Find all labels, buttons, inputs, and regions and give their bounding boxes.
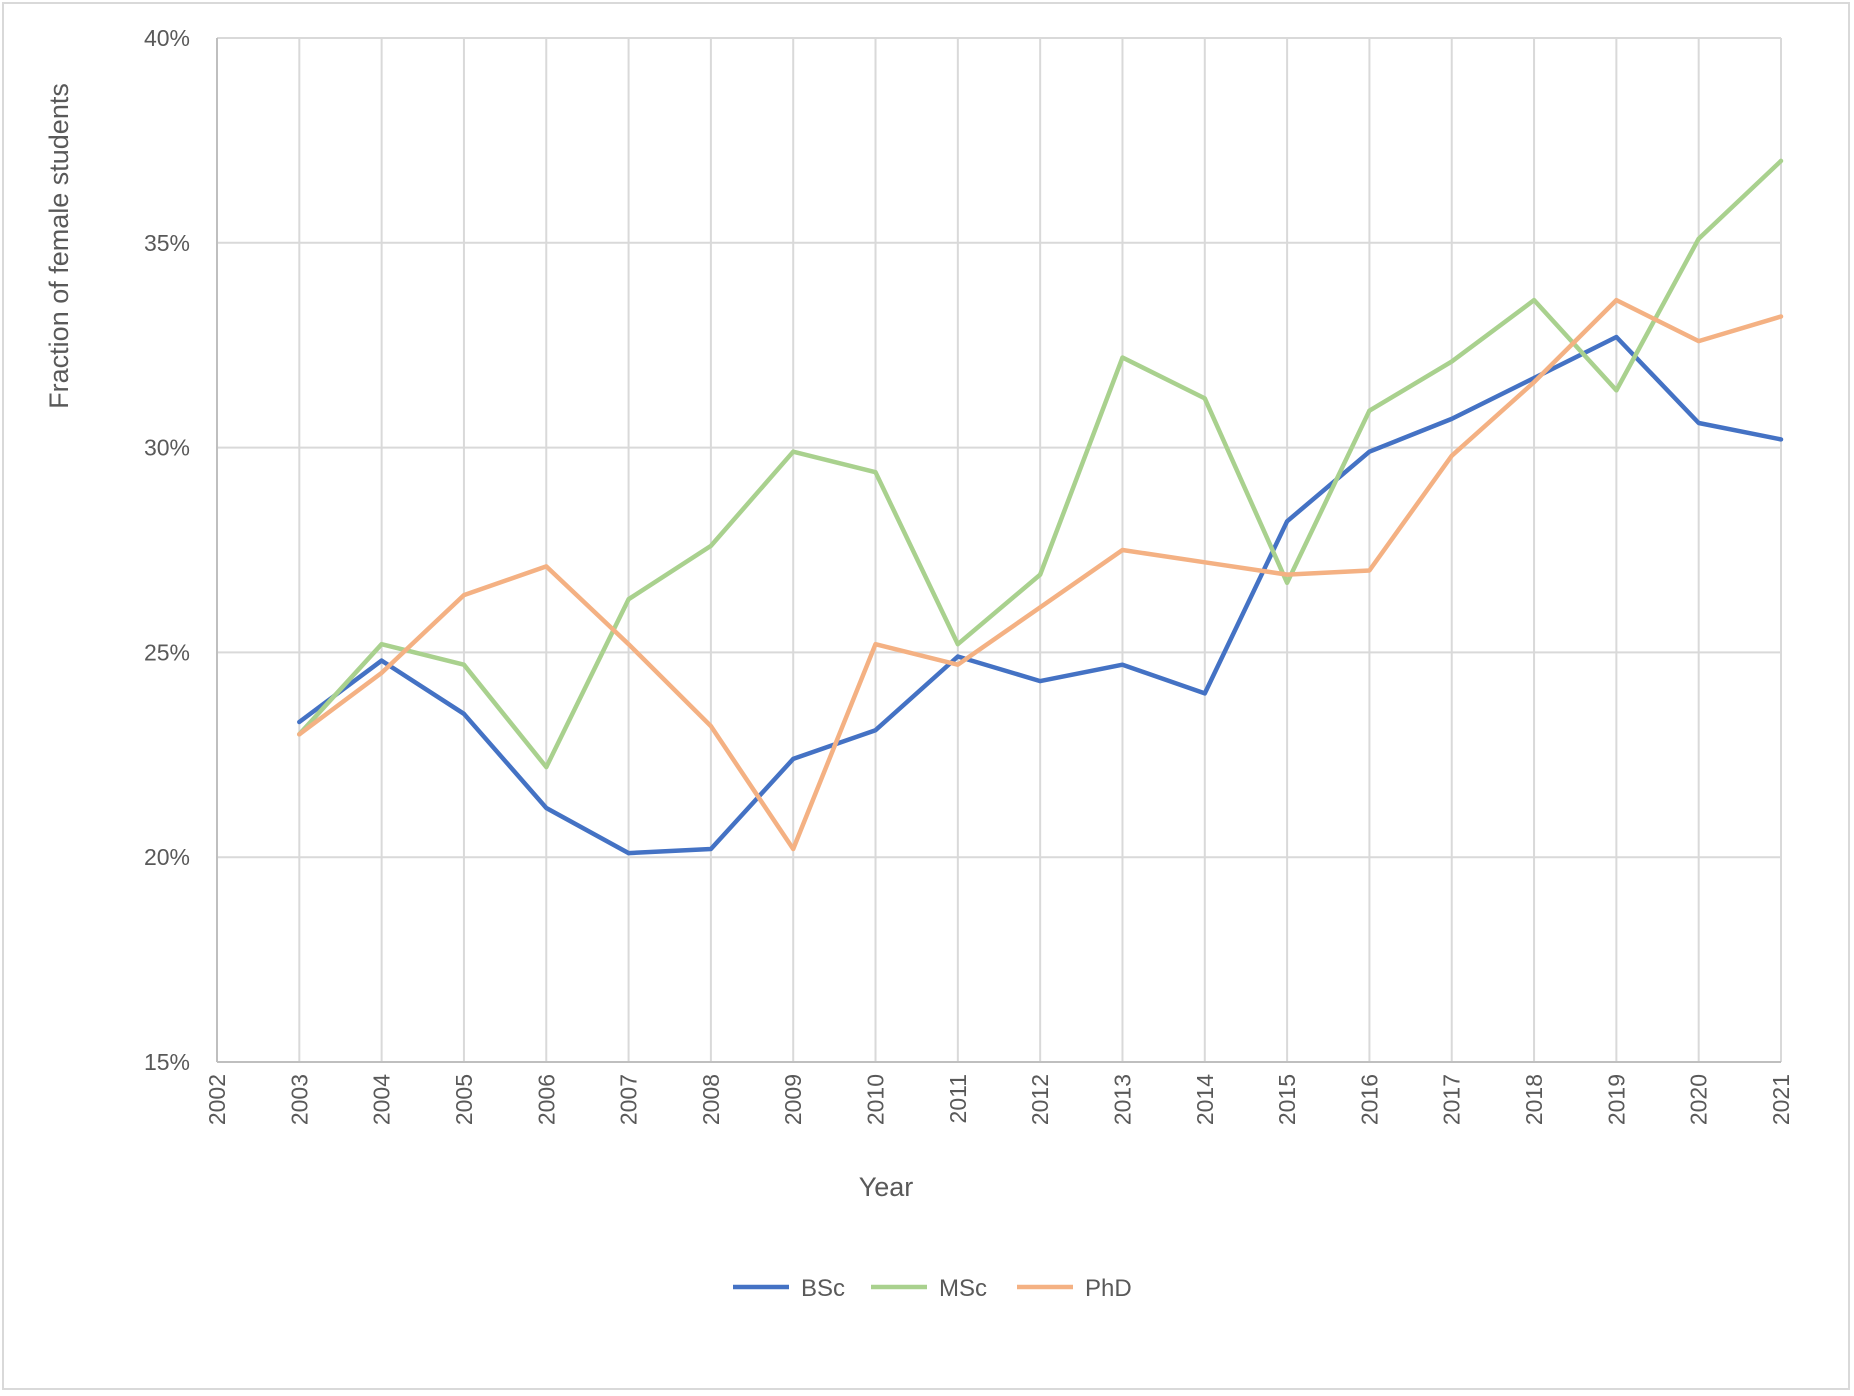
x-tick-label: 2012 xyxy=(1027,1074,1053,1125)
x-tick-label: 2017 xyxy=(1439,1074,1465,1125)
x-axis-title: Year xyxy=(859,1172,914,1202)
x-tick-label: 2021 xyxy=(1768,1074,1794,1125)
y-tick-label: 25% xyxy=(144,639,190,665)
series-line-msc xyxy=(297,158,1784,770)
legend: BSc MSc PhD xyxy=(733,1275,1132,1302)
x-tick-label: 2011 xyxy=(945,1074,971,1123)
y-tick-label: 20% xyxy=(144,844,190,870)
y-axis-ticks: 15% 20% 25% 30% 35% 40% xyxy=(144,25,190,1075)
x-tick-label: 2014 xyxy=(1192,1074,1218,1125)
x-tick-label: 2013 xyxy=(1109,1074,1135,1125)
series-line-bsc xyxy=(297,334,1784,856)
y-tick-label: 40% xyxy=(144,25,190,51)
x-tick-label: 2018 xyxy=(1521,1074,1547,1125)
x-tick-label: 2020 xyxy=(1686,1074,1712,1125)
x-tick-label: 2002 xyxy=(204,1074,230,1125)
gridlines xyxy=(216,37,1782,1063)
y-axis-title: Fraction of female students xyxy=(44,83,74,409)
x-tick-label: 2007 xyxy=(616,1074,642,1125)
x-tick-label: 2010 xyxy=(863,1074,889,1125)
x-tick-label: 2006 xyxy=(533,1074,559,1125)
x-tick-label: 2016 xyxy=(1356,1074,1382,1125)
x-tick-label: 2008 xyxy=(698,1074,724,1125)
legend-label-phd: PhD xyxy=(1085,1275,1132,1302)
y-tick-label: 35% xyxy=(144,230,190,256)
legend-label-msc: MSc xyxy=(939,1275,987,1302)
x-tick-label: 2009 xyxy=(780,1074,806,1125)
series-line-phd xyxy=(297,297,1784,852)
x-tick-label: 2003 xyxy=(286,1074,312,1125)
y-tick-label: 30% xyxy=(144,435,190,461)
legend-label-bsc: BSc xyxy=(801,1275,845,1302)
x-tick-label: 2005 xyxy=(451,1074,477,1125)
x-tick-label: 2015 xyxy=(1274,1074,1300,1125)
x-axis-ticks: 2002 2003 2004 2005 2006 2007 2008 2009 2010 2011… xyxy=(204,1074,1794,1125)
x-tick-label: 2019 xyxy=(1603,1074,1629,1125)
x-tick-label: 2004 xyxy=(369,1074,395,1125)
series-lines xyxy=(297,158,1784,856)
y-tick-label: 15% xyxy=(144,1049,190,1075)
